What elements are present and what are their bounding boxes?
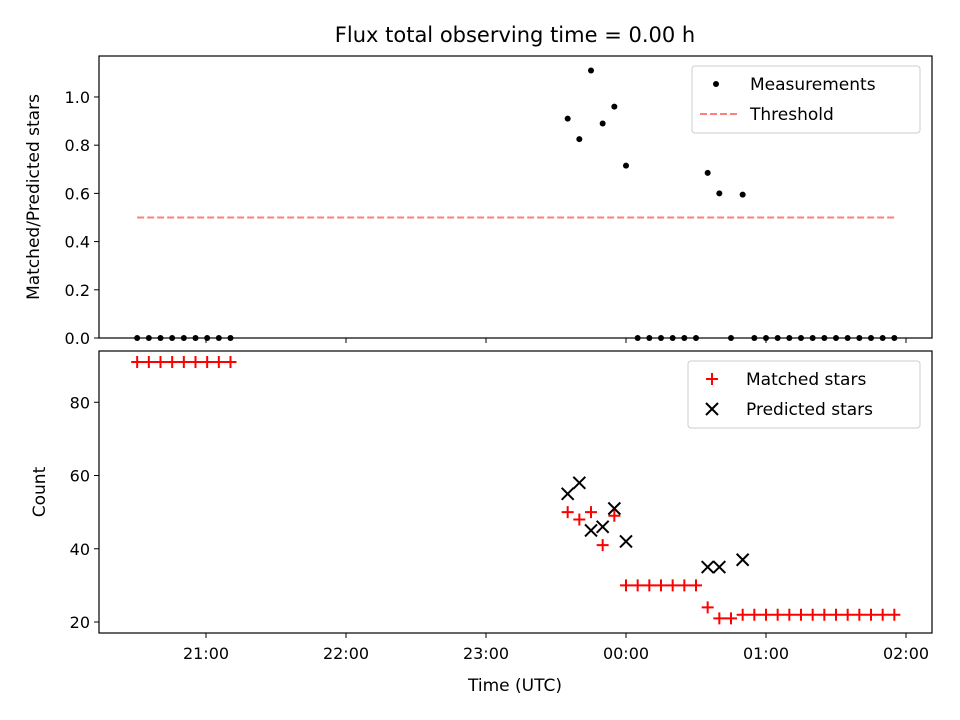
matched-stars-point	[771, 608, 784, 621]
matched-stars-point	[655, 579, 667, 592]
legend-box	[691, 65, 921, 134]
bottom-panel-legend: Matched stars Predicted stars	[687, 360, 921, 429]
measurement-point	[576, 136, 583, 143]
figure-title: Flux total observing time = 0.00 h	[335, 23, 695, 47]
matched-stars-point	[748, 608, 761, 621]
top-panel-y-axis: 0.0 0.2 0.4 0.6 0.8 1.0	[65, 88, 99, 348]
predicted-stars-point	[607, 501, 622, 516]
matched-stars-point	[201, 355, 214, 368]
y-tick-label: 40	[70, 540, 90, 559]
y-tick-label: 0.8	[65, 136, 90, 155]
measurement-point	[611, 103, 618, 110]
matched-stars-point	[631, 579, 644, 592]
y-tick-label: 80	[70, 393, 90, 412]
legend-marker-predicted-stars	[705, 402, 719, 416]
measurement-point	[623, 162, 629, 169]
matched-stars-point	[142, 355, 155, 368]
matched-stars-point	[573, 513, 586, 526]
bottom-panel-y-axis-label: Count	[30, 466, 50, 517]
matched-stars-point	[131, 355, 144, 368]
matched-stars-point	[806, 608, 819, 621]
bottom-panel-marks	[131, 355, 901, 625]
matched-stars-point	[189, 355, 202, 368]
matched-stars-point	[736, 608, 749, 621]
matched-stars-point	[643, 579, 656, 592]
legend-box	[687, 360, 921, 429]
top-panel-legend: Measurements Threshold	[691, 65, 921, 134]
matched-stars-point	[154, 355, 167, 368]
measurement-point	[564, 115, 571, 122]
y-tick-label: 60	[70, 467, 90, 486]
predicted-stars-point	[560, 487, 575, 501]
measurement-point	[588, 67, 594, 74]
matched-stars-point	[166, 355, 179, 368]
matched-stars-point	[760, 608, 772, 621]
y-tick-label: 1.0	[65, 88, 90, 107]
legend-label: Measurements	[750, 75, 876, 95]
measurement-point	[716, 190, 723, 197]
predicted-stars-point	[595, 520, 610, 534]
matched-stars-point	[818, 608, 831, 621]
legend-label: Predicted stars	[746, 400, 873, 420]
y-tick-label: 20	[70, 613, 90, 632]
legend-marker-matched-stars	[706, 373, 718, 385]
top-panel-marks	[134, 67, 898, 341]
matched-stars-point	[841, 608, 854, 621]
y-tick-label: 0.4	[65, 233, 90, 252]
matched-stars-point	[690, 579, 702, 592]
bottom-panel-x-axis: 21:00 22:00 23:00 00:00 01:00 02:00	[183, 633, 929, 663]
bottom-panel-frame	[98, 350, 933, 634]
matched-stars-point	[865, 608, 877, 621]
matched-stars-point	[888, 608, 901, 621]
x-tick-label: 01:00	[743, 644, 789, 663]
predicted-stars-point	[572, 476, 587, 490]
y-tick-label: 0.0	[65, 329, 90, 348]
matched-stars-point	[853, 608, 866, 621]
matched-stars-point	[876, 608, 889, 621]
matched-stars-point	[224, 355, 237, 368]
matched-stars-point	[725, 612, 737, 625]
predicted-stars-point	[735, 553, 750, 567]
x-tick-label: 00:00	[603, 644, 649, 663]
matched-stars-point	[596, 539, 609, 552]
top-panel: 0.0 0.2 0.4 0.6 0.8 1.0 Matched/Predicted sta…	[24, 55, 933, 348]
legend-label: Threshold	[749, 105, 834, 125]
x-tick-label: 22:00	[323, 644, 369, 663]
matched-stars-point	[585, 506, 597, 519]
measurement-point	[704, 169, 711, 176]
matched-stars-point	[701, 601, 714, 614]
x-tick-label: 21:00	[183, 644, 229, 663]
predicted-stars-point	[712, 560, 727, 574]
x-tick-label: 02:00	[883, 644, 929, 663]
matched-stars-point	[561, 506, 574, 519]
bottom-panel-y-axis: 20 40 60 80	[70, 393, 99, 632]
top-panel-x-axis	[205, 338, 907, 343]
predicted-stars-point	[584, 523, 598, 538]
top-panel-frame	[98, 55, 933, 339]
legend-marker-measurements	[713, 81, 719, 87]
predicted-stars-point	[700, 560, 715, 574]
measurement-point	[739, 191, 746, 198]
matched-stars-point	[212, 355, 225, 368]
x-tick-label: 23:00	[463, 644, 509, 663]
predicted-stars-point	[619, 534, 633, 549]
y-tick-label: 0.2	[65, 281, 90, 300]
measurement-point	[599, 120, 606, 127]
bottom-panel-x-axis-label: Time (UTC)	[467, 676, 562, 696]
y-tick-label: 0.6	[65, 184, 90, 203]
matched-stars-point	[177, 355, 190, 368]
matched-stars-point	[678, 579, 691, 592]
matched-stars-point	[608, 509, 621, 522]
legend-label: Matched stars	[746, 370, 866, 390]
matched-stars-point	[620, 579, 632, 592]
matched-stars-point	[713, 612, 726, 625]
matched-stars-point	[830, 608, 842, 621]
matched-stars-point	[783, 608, 796, 621]
top-panel-y-axis-label: Matched/Predicted stars	[24, 94, 44, 300]
matched-stars-point	[666, 579, 679, 592]
matched-stars-point	[795, 608, 807, 621]
